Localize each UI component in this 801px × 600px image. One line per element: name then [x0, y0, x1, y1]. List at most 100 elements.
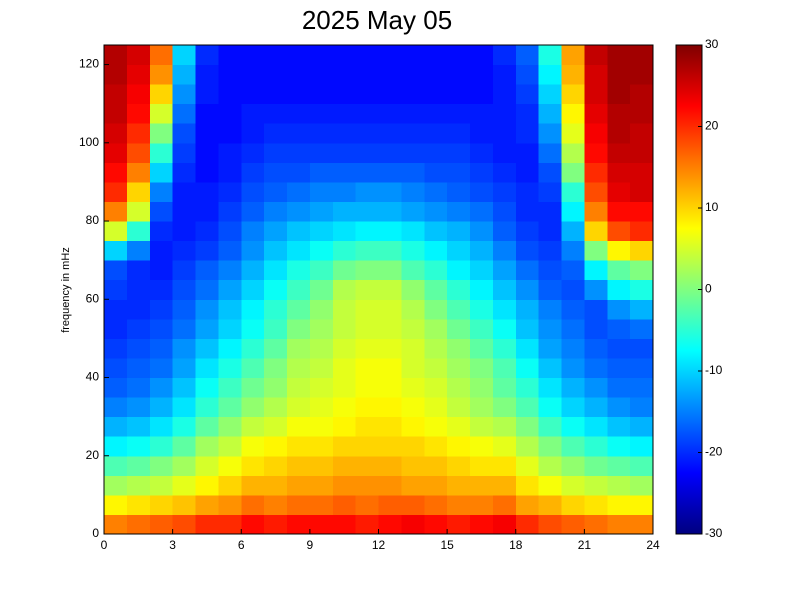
heatmap-cell	[241, 279, 265, 300]
heatmap-cell	[195, 64, 219, 85]
heatmap-cell	[584, 475, 608, 496]
heatmap-cell	[218, 475, 242, 496]
heatmap-cell	[470, 123, 494, 144]
heatmap-cell	[287, 514, 311, 535]
heatmap-cell	[218, 514, 242, 535]
heatmap-cell	[241, 436, 265, 457]
heatmap-cell	[355, 142, 379, 163]
heatmap-cell	[378, 299, 402, 320]
heatmap-cell	[309, 279, 334, 300]
heatmap-cell	[470, 162, 494, 183]
heatmap-cell	[470, 455, 494, 476]
heatmap-cell	[309, 240, 334, 261]
heatmap-cell	[607, 201, 631, 222]
heatmap-cell	[630, 397, 654, 418]
heatmap-cell	[332, 338, 357, 359]
heatmap-cell	[584, 240, 608, 261]
heatmap-cell	[447, 103, 471, 124]
heatmap-cell	[424, 299, 448, 320]
heatmap-cell	[492, 494, 517, 515]
heatmap-cell	[447, 475, 471, 496]
heatmap-cell	[195, 455, 219, 476]
heatmap-cell	[378, 181, 402, 202]
heatmap-cell	[149, 162, 174, 183]
heatmap-cell	[218, 416, 242, 437]
heatmap-cell	[492, 84, 517, 105]
heatmap-cell	[492, 123, 517, 144]
heatmap-cell	[378, 397, 402, 418]
heatmap-cell	[172, 494, 196, 515]
heatmap-cell	[492, 397, 517, 418]
heatmap-cell	[355, 494, 379, 515]
y-tick-label: 40	[86, 370, 100, 384]
heatmap-cell	[630, 84, 654, 105]
heatmap-cell	[470, 397, 494, 418]
heatmap-cell	[607, 514, 631, 535]
heatmap-cell	[561, 142, 585, 163]
heatmap-cell	[424, 514, 448, 535]
heatmap-cell	[104, 436, 128, 457]
heatmap-cell	[584, 494, 608, 515]
heatmap-cell	[149, 45, 174, 66]
heatmap-cell	[538, 123, 562, 144]
heatmap-cell	[401, 318, 425, 339]
heatmap-cell	[287, 45, 311, 66]
heatmap-cell	[561, 357, 585, 379]
heatmap-cell	[424, 84, 448, 105]
heatmap-cell	[355, 260, 379, 281]
heatmap-cell	[447, 514, 471, 535]
y-tick-label: 60	[86, 291, 100, 305]
heatmap-cell	[515, 260, 540, 281]
heatmap-cell	[584, 416, 608, 437]
heatmap-cell	[561, 201, 585, 222]
heatmap-cell	[264, 142, 288, 163]
heatmap-cell	[607, 162, 631, 183]
heatmap-cell	[470, 377, 494, 398]
heatmap-cell	[584, 84, 608, 105]
heatmap-cell	[264, 338, 288, 359]
heatmap-cell	[172, 103, 196, 124]
heatmap-cell	[561, 299, 585, 320]
heatmap-cell	[149, 142, 174, 163]
heatmap-cell	[355, 103, 379, 124]
heatmap-cell	[401, 142, 425, 163]
heatmap-cell	[287, 64, 311, 85]
heatmap-cell	[104, 103, 128, 124]
heatmap-cell	[126, 338, 151, 359]
heatmap-cell	[355, 357, 379, 379]
heatmap-cell	[104, 221, 128, 242]
heatmap-cell	[355, 397, 379, 418]
heatmap-cell	[172, 181, 196, 202]
heatmap-cell	[309, 436, 334, 457]
heatmap-cell	[447, 123, 471, 144]
heatmap-cell	[104, 475, 128, 496]
heatmap-cell	[218, 162, 242, 183]
heatmap-cell	[264, 240, 288, 261]
heatmap-cell	[447, 279, 471, 300]
heatmap-cell	[378, 45, 402, 66]
heatmap-cell	[149, 455, 174, 476]
heatmap-cell	[332, 240, 357, 261]
heatmap-cell	[538, 103, 562, 124]
heatmap-cell	[287, 299, 311, 320]
heatmap-cell	[104, 338, 128, 359]
heatmap-cell	[172, 45, 196, 66]
heatmap-cell	[630, 181, 654, 202]
heatmap-cell	[378, 455, 402, 476]
heatmap-cell	[561, 514, 585, 535]
heatmap-cell	[378, 201, 402, 222]
heatmap-cell	[218, 181, 242, 202]
heatmap-cell	[538, 279, 562, 300]
heatmap-cell	[424, 181, 448, 202]
heatmap-cell	[309, 514, 334, 535]
heatmap-cell	[287, 142, 311, 163]
heatmap-cell	[218, 84, 242, 105]
heatmap-cell	[355, 377, 379, 398]
heatmap-cell	[172, 299, 196, 320]
x-tick-label: 0	[101, 538, 108, 552]
heatmap-cell	[287, 84, 311, 105]
heatmap-cell	[401, 299, 425, 320]
heatmap-cell	[126, 397, 151, 418]
heatmap-cell	[378, 377, 402, 398]
heatmap-cell	[538, 201, 562, 222]
